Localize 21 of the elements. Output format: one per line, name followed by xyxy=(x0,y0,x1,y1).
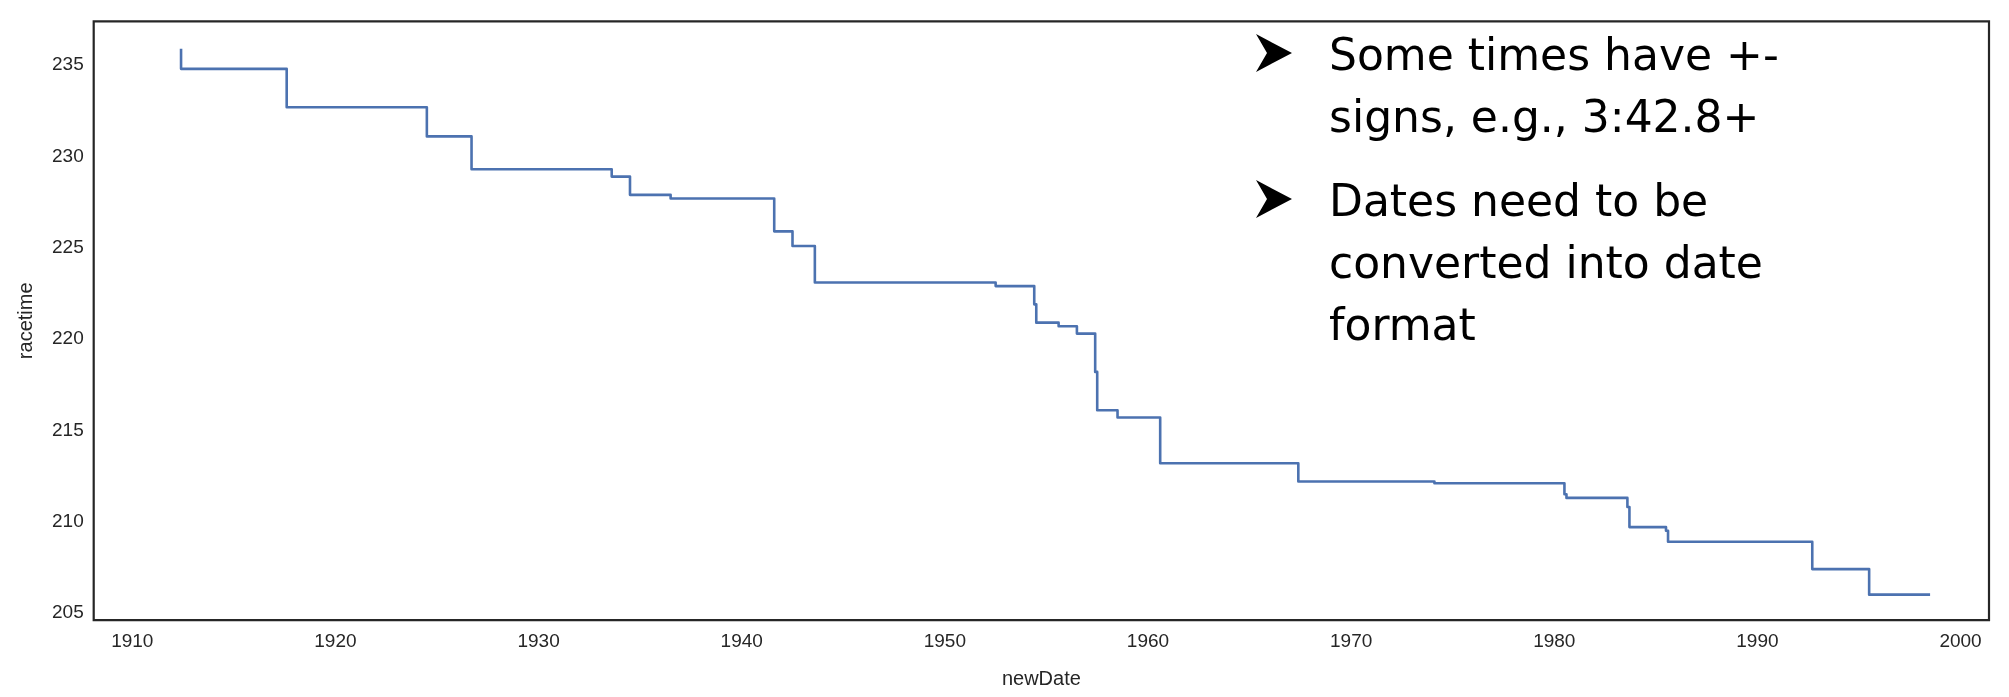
x-tick-label: 1970 xyxy=(1330,629,1373,651)
x-tick-label: 1910 xyxy=(111,629,154,651)
y-tick-label: 210 xyxy=(52,509,84,531)
x-tick-label: 1950 xyxy=(923,629,966,651)
x-tick-label: 1980 xyxy=(1533,629,1576,651)
y-tick-label: 205 xyxy=(52,601,84,623)
y-tick-label: 220 xyxy=(52,327,84,349)
y-tick-label: 235 xyxy=(52,53,84,75)
annotation: Some times have +- signs, e.g., 3:42.8+ xyxy=(1329,28,1780,144)
x-tick-label: 1990 xyxy=(1736,629,1779,651)
y-axis-title: racetime xyxy=(13,282,36,360)
x-tick-label: 1940 xyxy=(720,629,763,651)
x-tick-label: 1920 xyxy=(314,629,357,651)
y-tick-label: 215 xyxy=(52,418,84,440)
x-tick-label: 2000 xyxy=(1939,629,1982,651)
x-tick-label: 1960 xyxy=(1126,629,1170,651)
y-tick-label: 230 xyxy=(52,144,84,166)
y-tick-label: 225 xyxy=(52,236,84,258)
annotation: Dates need to be converted into date format xyxy=(1329,174,1764,352)
x-axis-title: newDate xyxy=(1001,666,1081,689)
x-tick-label: 1930 xyxy=(517,629,560,651)
